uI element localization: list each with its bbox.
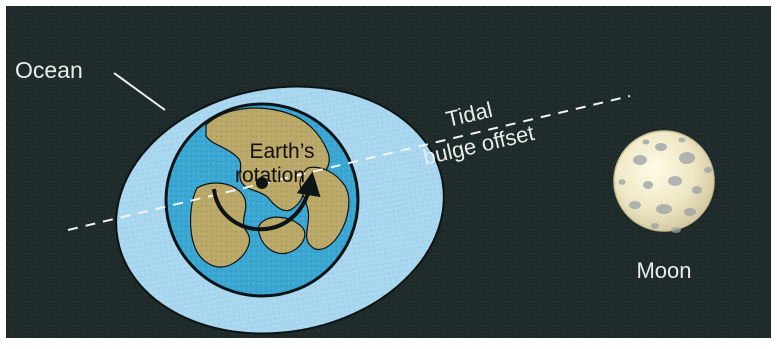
curved-arrow-icon [212,171,321,232]
ocean-leader-line [113,72,166,111]
earth-rotation-label-line1: Earth’s [250,140,315,163]
moon-craters [618,137,712,233]
earth-rotation-label-line2: rotation [235,164,305,187]
moon-label: Moon [636,258,691,283]
moon [613,130,715,233]
tidal-bulge-axis [67,95,631,231]
ocean-label: Ocean [15,57,83,83]
dot-icon [256,177,268,189]
land-lower-left [190,182,251,268]
